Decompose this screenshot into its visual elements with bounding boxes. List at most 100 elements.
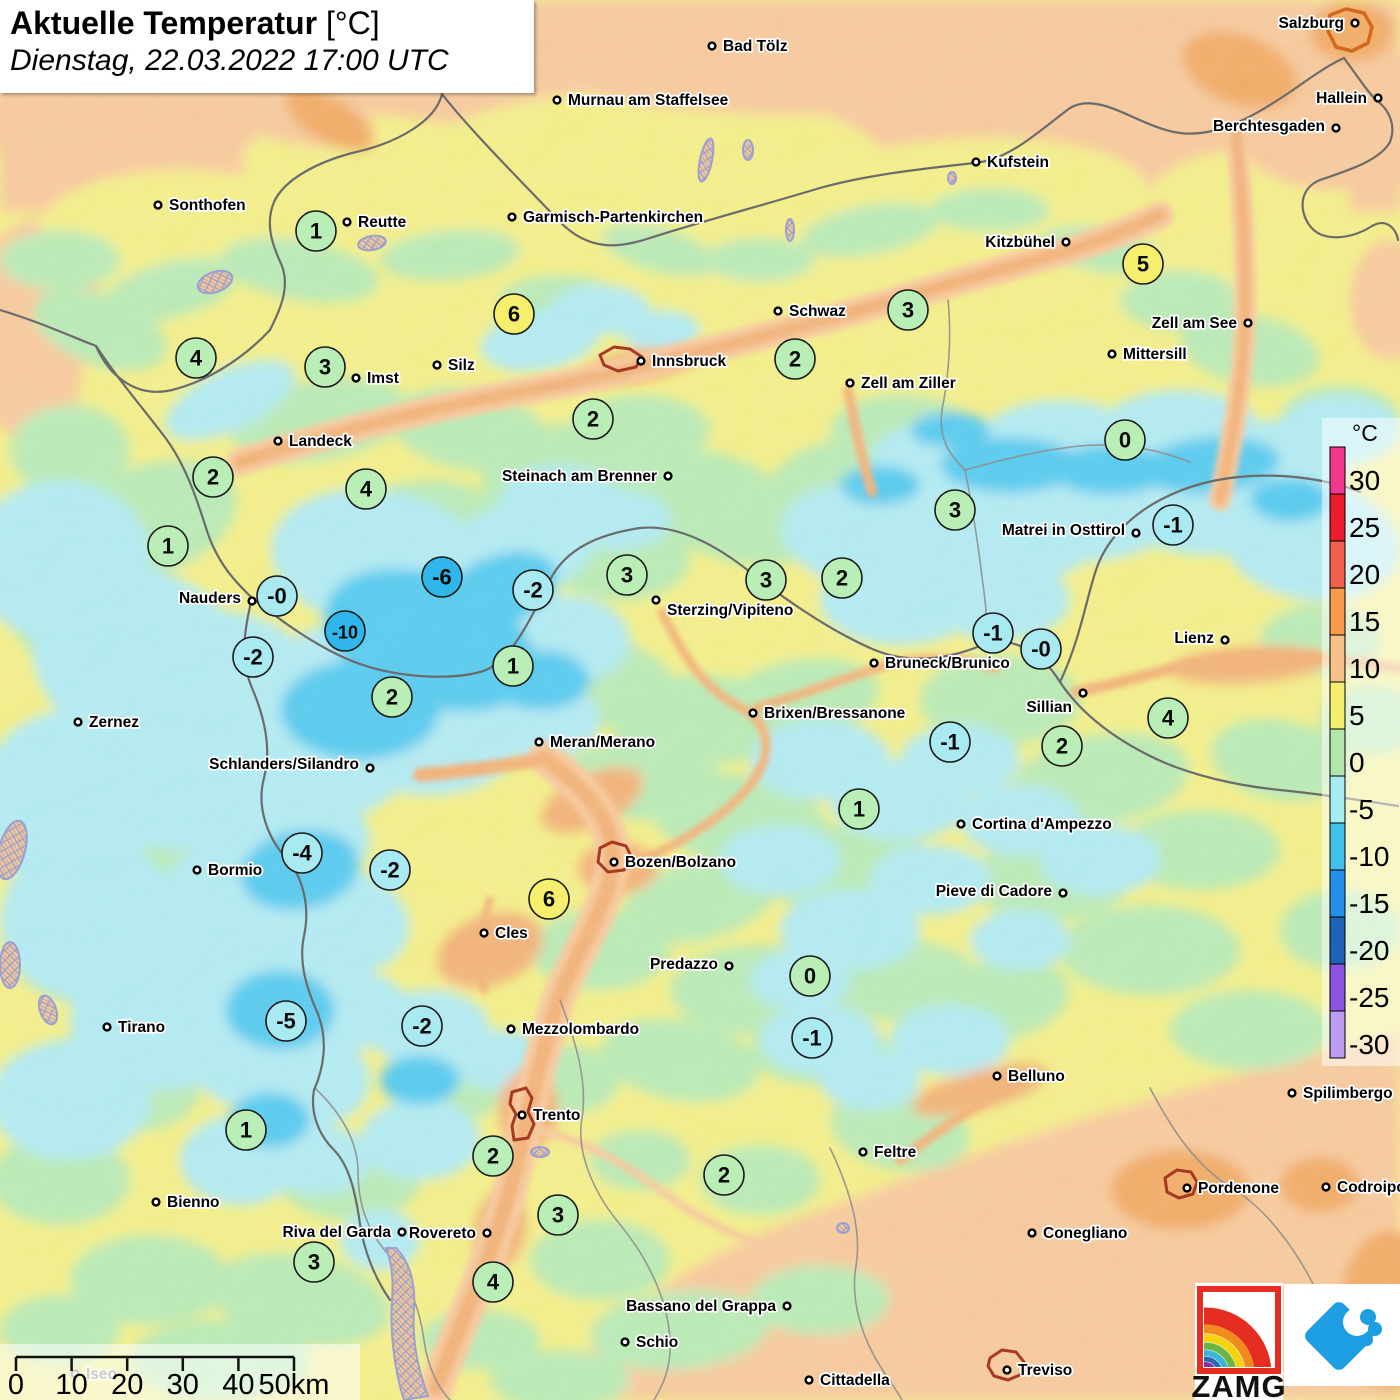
city-label: Silz [448, 357, 475, 374]
station-temperature-marker: 1 [225, 1109, 267, 1151]
station-value-label: -2 [523, 578, 543, 603]
station-circle [1147, 697, 1189, 739]
city-marker-imst: Imst [351, 368, 401, 389]
station-temperature-marker: 0 [1104, 419, 1146, 461]
city-label: Pordenone [1198, 1180, 1279, 1197]
station-value-label: 1 [507, 654, 519, 679]
city-dot [1287, 1088, 1297, 1098]
city-marker-codroipo: Codroipo [1321, 1177, 1400, 1198]
station-circle [345, 468, 387, 510]
scalebar-label: 10 [55, 1369, 87, 1400]
station-circle [265, 1000, 307, 1042]
city-dot [192, 865, 202, 875]
city-marker-nauders: Nauders [177, 588, 257, 609]
legend-color-block [1329, 822, 1346, 871]
trento-urban-outline [508, 1086, 536, 1142]
city-label: Cles [495, 925, 528, 942]
city-dot [552, 95, 562, 105]
city-label: Bad Tölz [723, 38, 788, 55]
station-circle [421, 556, 463, 598]
city-dot [782, 1301, 792, 1311]
city-label: Garmisch-Partenkirchen [523, 209, 703, 226]
city-dot [342, 217, 352, 227]
lake [37, 994, 59, 1026]
city-marker-spilimbergo: Spilimbergo [1287, 1083, 1394, 1104]
station-temperature-marker: -5 [265, 1000, 307, 1042]
station-value-label: -1 [1163, 513, 1183, 538]
station-temperature-marker: -2 [232, 636, 274, 678]
city-marker-cittadella: Cittadella [804, 1370, 892, 1391]
station-temperature-marker: 2 [472, 1135, 514, 1177]
lake [836, 1222, 850, 1234]
station-circle [401, 1005, 443, 1047]
scalebar-backdrop [0, 1344, 360, 1400]
station-temperature-marker: -2 [369, 849, 411, 891]
station-value-label: 1 [240, 1118, 252, 1143]
city-marker-bienno: Bienno [151, 1192, 221, 1213]
station-value-label: -5 [276, 1009, 296, 1034]
city-label: Schio [636, 1334, 678, 1351]
station-circle [369, 849, 411, 891]
legend-unit-label: °C [1352, 420, 1378, 446]
legend-value-label: -5 [1349, 794, 1374, 825]
city-label: Kitzbühel [985, 234, 1055, 251]
city-dot [517, 1110, 527, 1120]
lake-garda [384, 1247, 430, 1400]
legend-color-block [1329, 869, 1346, 918]
station-circle [225, 1109, 267, 1151]
scalebar-label: 40 [222, 1369, 254, 1400]
city-label: Spilimbergo [1303, 1085, 1393, 1102]
city-label: Mittersill [1123, 346, 1187, 363]
station-circle [606, 554, 648, 596]
province-bz-mountain-icon [1305, 1302, 1382, 1370]
bozen-urban-outline [596, 840, 634, 874]
city-marker-matrei-in-osttirol: Matrei in Osttirol [1000, 520, 1141, 541]
station-value-label: -2 [243, 645, 263, 670]
station-temperature-marker: 3 [304, 346, 346, 388]
station-temperature-marker: -4 [281, 832, 323, 874]
city-marker-murnau-am-staffelsee: Murnau am Staffelsee [552, 90, 730, 111]
legend-color-block [1329, 446, 1346, 495]
station-temperature-marker: 2 [371, 676, 413, 718]
legend-value-label: -20 [1349, 935, 1389, 966]
legend-color-block [1329, 728, 1346, 777]
city-label: Trento [533, 1107, 580, 1124]
station-circle [528, 878, 570, 920]
station-circle [281, 832, 323, 874]
station-circle [256, 575, 298, 617]
city-marker-trento: Trento [517, 1105, 582, 1126]
city-label: Landeck [289, 433, 352, 450]
lake [947, 171, 957, 185]
city-marker-treviso: Treviso [1002, 1360, 1074, 1381]
station-temperature-marker: 6 [528, 878, 570, 920]
city-dot [1058, 888, 1068, 898]
station-value-label: 2 [718, 1163, 730, 1188]
city-dot [1220, 635, 1230, 645]
salzburg-urban-outline [1326, 7, 1374, 53]
station-value-label: -1 [983, 621, 1003, 646]
city-marker-sterzing-vipiteno: Sterzing/Vipiteno [651, 595, 795, 621]
urban-boundaries [508, 7, 1374, 1382]
city-dot [479, 928, 489, 938]
city-marker-reutte: Reutte [342, 212, 408, 233]
city-marker-bassano-del-grappa: Bassano del Grappa [624, 1296, 792, 1317]
station-value-label: -1 [940, 730, 960, 755]
city-label: Salzburg [1279, 15, 1344, 32]
legend-value-label: -15 [1349, 888, 1389, 919]
city-marker-silz: Silz [432, 355, 477, 376]
lake [0, 819, 28, 881]
station-temperature-marker: -6 [421, 556, 463, 598]
station-temperature-marker: -2 [512, 569, 554, 611]
station-temperature-marker: 3 [293, 1241, 335, 1283]
city-dot [534, 737, 544, 747]
city-marker-bozen-bolzano: Bozen/Bolzano [609, 852, 738, 873]
legend-value-label: 10 [1349, 653, 1380, 684]
city-label: Belluno [1008, 1068, 1065, 1085]
city-dot [1061, 237, 1071, 247]
city-marker-hallein: Hallein [1314, 88, 1383, 109]
city-label: Tirano [118, 1019, 165, 1036]
city-marker-schlanders-silandro: Schlanders/Silandro [207, 754, 375, 775]
station-value-label: 3 [949, 498, 961, 523]
zamg-rainbow-icon [1204, 1307, 1272, 1367]
city-marker-berchtesgaden: Berchtesgaden [1211, 116, 1341, 137]
